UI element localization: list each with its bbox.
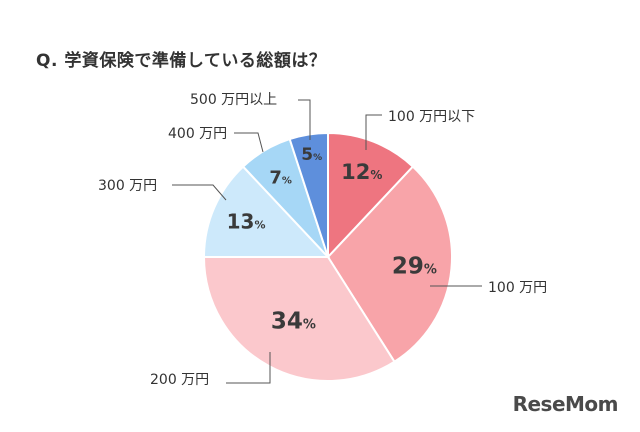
category-labels: 100 万円以下 100 万円 200 万円 300 万円 400 万円 500 万円以上 [98, 92, 547, 388]
category-label-100-man-ika: 100 万円以下 [388, 109, 475, 125]
percent-label-300-man: 13% [227, 210, 266, 234]
chart-title: Q. 学資保険で準備している総額は？ [36, 51, 327, 71]
leader-line-400-man [234, 132, 264, 153]
pie-slice-500-man-ijo [288, 131, 329, 258]
percent-label-100-man-ika: 12% [341, 160, 382, 184]
category-label-300-man: 300 万円 [98, 178, 157, 194]
percent-label-200-man: 34% [271, 308, 316, 334]
pie-slice-200-man [202, 256, 396, 382]
percent-label-500-man-ijo: 5% [301, 145, 322, 165]
pie-slice-100-man-ika [327, 131, 415, 260]
percent-labels: 12% 29% 34% 13% 7% 5% [227, 145, 437, 334]
leader-lines [172, 99, 482, 384]
pie-slice-100-man [326, 165, 453, 364]
leader-line-200-man [226, 352, 271, 384]
leader-line-100-man-ika [365, 114, 382, 150]
category-label-500-man-ijo: 500 万円以上 [190, 92, 277, 108]
percent-label-400-man: 7% [269, 167, 292, 188]
category-label-100-man: 100 万円 [488, 280, 547, 296]
percent-label-100-man: 29% [392, 253, 437, 279]
category-label-400-man: 400 万円 [168, 126, 227, 142]
leader-line-300-man [172, 184, 227, 201]
resemom-logo: ReseMom [512, 392, 619, 416]
category-label-200-man: 200 万円 [150, 372, 209, 388]
pie-slices [202, 131, 453, 382]
leader-line-500-man-ijo [298, 99, 311, 140]
pie-slice-300-man [202, 165, 331, 258]
